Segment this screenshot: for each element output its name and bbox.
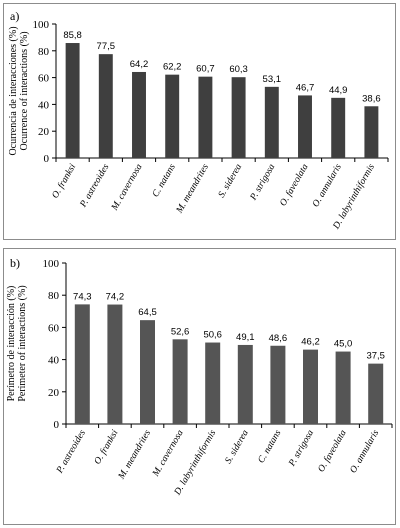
chart-b-svg: b) Perímetro de interacción (%) Perimeter … (6, 256, 393, 498)
category-label: O. faveolata (316, 428, 349, 474)
y-tick-label: 100 (33, 19, 50, 31)
bar (303, 349, 318, 424)
bar (198, 76, 213, 158)
y-tick-label: 60 (48, 322, 60, 334)
panel-label: a) (10, 9, 19, 23)
bar (65, 43, 80, 158)
category-label: M. meandrites (174, 162, 211, 216)
chart-a-svg: a) Ocurrencia de interacciones (%) Ocurren… (8, 9, 389, 232)
bar (107, 304, 123, 424)
category-label: M. meandrites (116, 428, 153, 482)
panel-label: b) (10, 256, 20, 270)
bar (364, 106, 379, 158)
bar (368, 363, 384, 424)
y-tick-label: 60 (38, 73, 50, 85)
y-tick-label: 40 (48, 355, 60, 367)
category-label: S. siderea (224, 428, 251, 465)
category-label: O. annularis (349, 428, 382, 475)
bar-value-label: 64,2 (130, 59, 149, 70)
bar-value-label: 52,6 (171, 326, 190, 337)
bar-value-label: 38,6 (362, 93, 381, 104)
category-label: C. natans (257, 428, 284, 465)
bar-value-label: 44,9 (329, 85, 348, 96)
bar-value-label: 50,6 (203, 330, 222, 341)
category-label: O. franksi (50, 162, 79, 201)
bar-value-label: 62,2 (163, 62, 182, 73)
category-label: P. astreoides (78, 162, 111, 210)
category-label: P. strigosa (287, 428, 316, 469)
bar-value-label: 46,7 (296, 82, 315, 93)
bar-value-label: 64,5 (138, 307, 157, 318)
bar-value-label: 74,2 (106, 292, 125, 303)
y-tick-label: 0 (54, 419, 60, 431)
y-tick-label: 100 (43, 258, 60, 270)
y-tick-label: 20 (48, 387, 60, 399)
chart-panel-b: b) Perímetro de interacción (%) Perimeter … (3, 248, 396, 525)
bar (331, 97, 346, 158)
y-tick-label: 80 (48, 290, 60, 302)
y-tick-label: 40 (38, 99, 50, 111)
y-tick-label: 0 (44, 153, 50, 165)
bar-value-label: 49,1 (236, 332, 255, 343)
bar (270, 345, 286, 424)
bar-value-label: 45,0 (334, 339, 353, 350)
category-label: P. astreoides (55, 428, 88, 476)
y-tick-label: 80 (38, 46, 50, 58)
category-label: O. annularis (311, 162, 344, 209)
category-label: S. siderea (217, 162, 244, 199)
category-label: P. strigosa (248, 162, 277, 203)
category-label: M. cavernosa (151, 428, 186, 479)
bar (132, 71, 146, 158)
bar (140, 320, 155, 424)
category-label: O. faveolata (278, 162, 311, 208)
bar (231, 77, 246, 158)
bar-value-label: 46,2 (301, 337, 320, 348)
bar-value-label: 85,8 (63, 30, 82, 41)
bar-value-label: 60,7 (196, 64, 215, 75)
category-label: O. franksi (92, 428, 121, 467)
bar (205, 342, 221, 424)
bar-value-label: 74,3 (73, 291, 92, 302)
bar-value-label: 77,5 (97, 41, 116, 52)
y-axis-title-line: Ocurrence of interactions (%) (19, 31, 30, 150)
y-axis-title-line: Perímetro de interacción (%) (6, 286, 17, 402)
y-tick-label: 20 (38, 126, 50, 138)
bar-value-label: 60,3 (229, 64, 248, 75)
bar (335, 351, 351, 424)
bar-value-label: 48,6 (269, 333, 288, 344)
bar (98, 54, 113, 158)
chart-panel-a: a) Ocurrencia de interacciones (%) Ocurren… (3, 3, 396, 240)
bar (264, 86, 279, 158)
category-label: C. natans (151, 162, 178, 199)
y-axis-title-line: Ocurrencia de interacciones (%) (8, 26, 19, 155)
bar (298, 95, 312, 158)
y-axis-title-line: Perimeter of interactions (%) (17, 285, 28, 401)
bar-value-label: 37,5 (366, 351, 385, 362)
bar-value-label: 53,1 (263, 74, 282, 85)
bar (165, 74, 180, 158)
bar (172, 339, 188, 424)
bar (74, 304, 90, 424)
category-label: M. cavernosa (110, 162, 145, 213)
bar (237, 344, 253, 424)
